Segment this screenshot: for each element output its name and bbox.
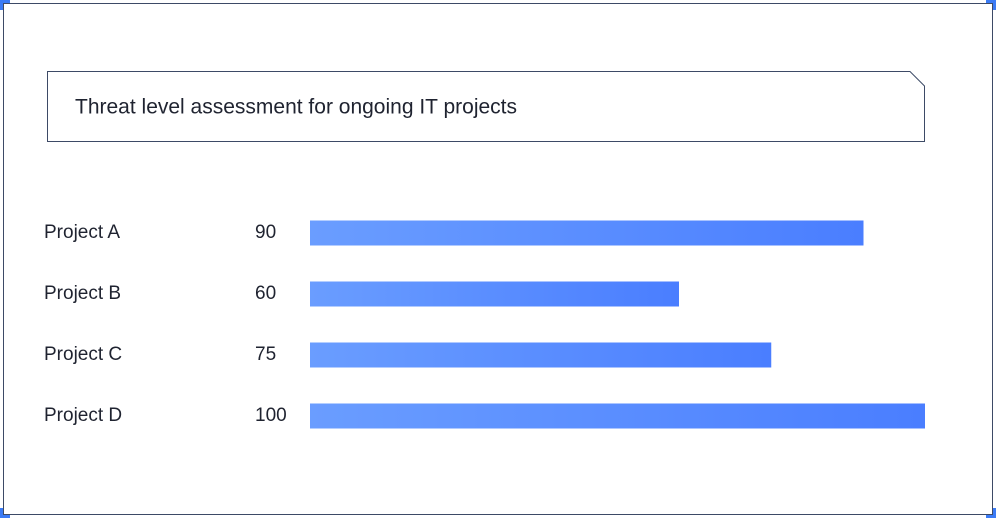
category-label: Project A <box>44 222 120 243</box>
value-label: 60 <box>255 283 276 304</box>
category-label: Project B <box>44 283 121 304</box>
bar <box>310 342 772 368</box>
bar <box>310 403 925 429</box>
category-label: Project D <box>44 405 122 426</box>
title-box <box>47 71 925 142</box>
bar <box>310 281 679 307</box>
chart-title: Threat level assessment for ongoing IT p… <box>75 96 517 119</box>
bar <box>310 220 864 246</box>
value-label: 75 <box>255 344 276 365</box>
category-label: Project C <box>44 344 122 365</box>
value-label: 90 <box>255 222 276 243</box>
value-label: 100 <box>255 405 287 426</box>
